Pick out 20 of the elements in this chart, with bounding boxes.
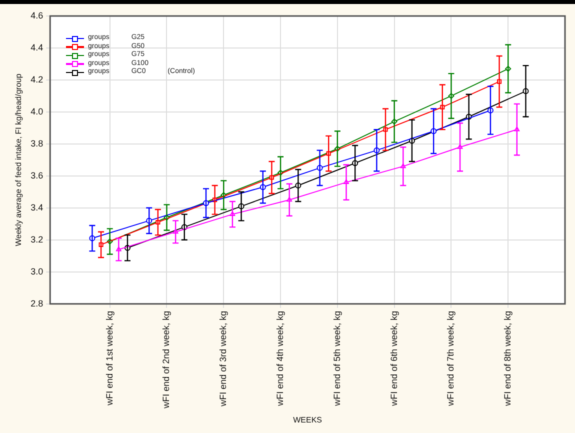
y-tick-label: 3.4 [30, 202, 44, 212]
x-tick-label: wFI end of 8th week, kg [502, 310, 513, 407]
y-tick-label: 3.0 [30, 266, 44, 276]
x-tick-label: wFI end of 4th week, kg [275, 310, 286, 407]
y-tick-label: 4.4 [30, 42, 44, 52]
x-tick-label: wFI end of 5th week, kg [332, 310, 342, 407]
x-tick-label: wFI end of 6th week, kg [388, 310, 399, 407]
y-tick-label: 2.8 [30, 298, 44, 308]
y-axis-title: Weekly average of feed intake, FI kg/head/group [14, 73, 24, 246]
y-tick-label: 3.2 [30, 234, 44, 244]
x-tick-label: wFI end of 7th week, kg [446, 310, 456, 407]
y-tick-label: 3.8 [30, 138, 44, 148]
x-tick-label: wFI end of 2nd week, kg [161, 310, 172, 410]
y-tick-label: 4.0 [30, 106, 44, 116]
y-tick-label: 4.2 [30, 74, 44, 84]
x-tick-label: wFI end of 3rd week, kg [218, 310, 228, 408]
y-tick-label: 3.6 [30, 170, 44, 180]
x-tick-label: wFI end of 1st week, kg [104, 310, 114, 406]
x-axis-title: WEEKS [293, 415, 322, 424]
y-tick-label: 4.6 [30, 10, 44, 20]
